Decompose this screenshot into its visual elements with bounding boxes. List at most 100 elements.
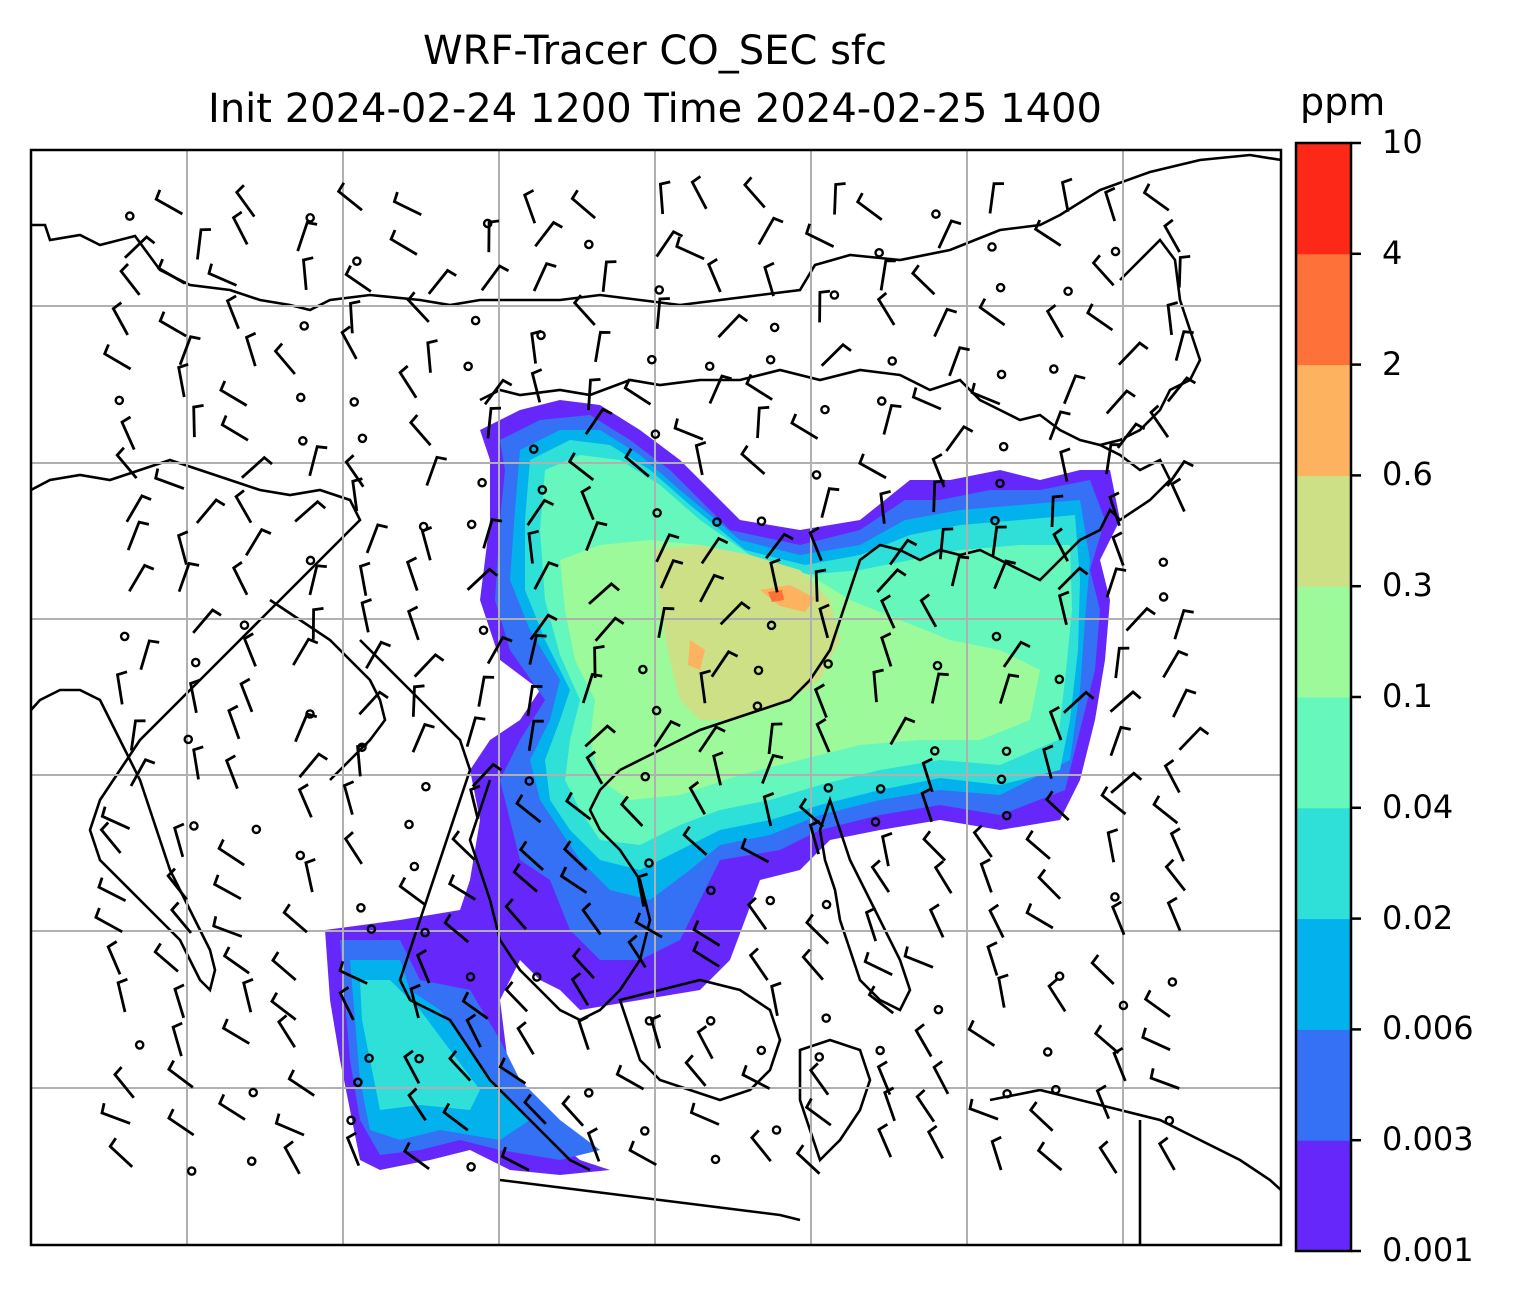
colorbar-swatch (1296, 253, 1351, 366)
colorbar-unit: ppm (1300, 80, 1386, 124)
wind-barb (750, 1129, 772, 1162)
wind-barb (1143, 989, 1171, 1018)
wind-barb (968, 1098, 999, 1121)
wind-barb (1166, 896, 1182, 932)
wind-barb (217, 1093, 246, 1121)
wind-barb (173, 983, 186, 1019)
calm-wind-circle (651, 705, 662, 716)
wind-barb (338, 986, 355, 1021)
wind-barb (1116, 422, 1146, 449)
wind-barb (231, 561, 249, 596)
colorbar-swatch (1296, 807, 1351, 920)
wind-barb (392, 191, 422, 217)
wind-barb (1177, 255, 1191, 288)
wind-barb (301, 256, 314, 291)
wind-barb (486, 406, 502, 439)
wind-barb (808, 1062, 830, 1096)
calm-wind-circle (756, 516, 767, 526)
wind-barb (469, 784, 481, 820)
wind-barb (1048, 410, 1071, 441)
wind-barb (581, 902, 602, 936)
wind-barb (234, 489, 253, 524)
wind-barb (297, 783, 313, 818)
wind-barb (231, 210, 249, 246)
wind-barb (1149, 1068, 1180, 1090)
wind-barb (1110, 771, 1143, 794)
wind-barb (564, 791, 592, 821)
wind-barb (529, 613, 558, 641)
wind-barb (808, 526, 823, 562)
wind-barb (97, 877, 127, 903)
calm-wind-circle (753, 665, 764, 676)
wind-barb (588, 582, 620, 605)
calm-wind-circle (1164, 1115, 1175, 1126)
wind-barb (358, 690, 389, 716)
calm-wind-circle (1002, 1088, 1012, 1099)
wind-barb (239, 677, 254, 713)
wind-barb (712, 751, 724, 786)
map-frame (29, 148, 1283, 1247)
wind-barb (407, 1087, 427, 1122)
calm-wind-circle (1158, 592, 1169, 602)
wind-barb (813, 683, 828, 719)
wind-barb (408, 414, 432, 447)
wind-barb (883, 1086, 896, 1122)
wind-barb (413, 652, 445, 678)
wind-barb (442, 1102, 469, 1132)
coastlines (31, 153, 1281, 1245)
calm-wind-circle (346, 1115, 356, 1126)
wind-barb (922, 830, 947, 862)
wind-barb (872, 668, 884, 703)
wind-barb (986, 941, 999, 976)
wind-barb (938, 527, 954, 560)
wind-barb (1125, 606, 1156, 632)
wind-barb (1163, 218, 1181, 253)
wind-barb (500, 1146, 530, 1172)
wind-barb (415, 948, 431, 984)
calm-wind-circle (820, 404, 830, 415)
calm-wind-circle (814, 1052, 825, 1062)
calm-wind-circle (584, 239, 594, 250)
wind-barb (245, 527, 272, 557)
colorbar-tick-label: 0.001 (1382, 1231, 1474, 1269)
wind-barb (221, 1018, 251, 1045)
wind-barb (1117, 341, 1149, 366)
wind-barb (311, 607, 324, 640)
calm-wind-circle (769, 322, 780, 333)
wind-barb (1172, 688, 1197, 718)
wind-barb (877, 1123, 893, 1158)
map-title: WRF-Tracer CO_SEC sfc (422, 28, 888, 74)
calm-wind-circle (756, 1045, 767, 1056)
wind-barb (932, 479, 945, 513)
wind-barb (192, 404, 204, 438)
wind-barb (937, 219, 962, 249)
calm-wind-circle (183, 734, 194, 745)
wind-barb (628, 1140, 657, 1167)
calm-wind-circle (712, 517, 722, 527)
wind-barb (1037, 868, 1062, 900)
wind-barb (530, 329, 542, 364)
wind-barb (708, 374, 732, 405)
calm-wind-circle (409, 861, 420, 872)
wind-barb (1105, 443, 1121, 475)
colorbar-swatch (1296, 475, 1351, 587)
wind-barb (207, 263, 238, 287)
wind-barb (571, 947, 595, 980)
wind-barb (526, 498, 555, 526)
calm-wind-circle (186, 1166, 197, 1176)
wind-barb (167, 1108, 195, 1137)
calm-wind-circle (765, 895, 776, 906)
calm-wind-circle (929, 746, 940, 756)
calm-wind-circle (644, 858, 654, 868)
calm-wind-circle (766, 620, 777, 631)
wind-barb (405, 556, 419, 592)
wind-barb (94, 907, 123, 934)
wind-barb (224, 754, 239, 790)
wind-barb (523, 1093, 547, 1125)
wind-barb (116, 977, 128, 1013)
wind-barb (1105, 567, 1127, 598)
wind-barb (178, 335, 201, 366)
wind-barb (1042, 744, 1054, 780)
wind-barb (1163, 758, 1181, 794)
wind-barb (123, 235, 156, 259)
